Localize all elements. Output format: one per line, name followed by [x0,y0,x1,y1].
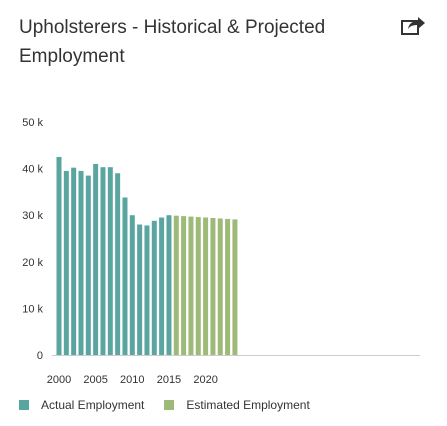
legend: Actual Employment Estimated Employment [19,398,330,412]
actual-bar [151,220,157,355]
bar-chart: 0 10 k 20 k 30 k 40 k 50 k 2000 2005 2010 2015 202… [22,117,420,386]
actual-bar [100,167,106,355]
legend-item-estimated[interactable]: Estimated Employment [164,398,310,412]
actual-bar [85,175,91,355]
chart-title: Upholsterers - Historical & Projected Em… [19,17,326,67]
legend-label-estimated: Estimated Employment [186,398,310,412]
actual-bar [115,173,121,355]
actual-bar [159,217,165,355]
estimated-bar [181,216,187,355]
estimated-bar [217,218,223,355]
estimated-bar [195,217,201,355]
actual-bar [137,224,143,355]
y-tick-label: 30 k [22,210,43,222]
legend-swatch-estimated [164,400,175,410]
actual-bar [93,163,99,355]
actual-bar [122,197,128,355]
legend-item-actual[interactable]: Actual Employment [19,398,144,412]
share-arrow-icon[interactable] [400,14,426,36]
actual-bar [63,170,69,355]
estimated-bar [232,219,238,355]
y-tick-label: 40 k [22,164,43,176]
actual-bar [71,167,77,355]
legend-label-actual: Actual Employment [41,398,145,412]
y-tick-label: 0 [37,350,43,362]
actual-bar [56,156,62,355]
estimated-bar [188,216,194,355]
estimated-bar [203,217,209,355]
y-tick-label: 20 k [22,257,43,269]
x-tick-label: 2020 [193,374,217,386]
actual-bar [144,225,150,355]
y-tick-label: 10 k [22,303,43,315]
x-tick-label: 2005 [83,374,107,386]
estimated-bar [173,215,179,355]
legend-swatch-actual [19,400,29,410]
estimated-bar [225,218,231,355]
x-tick-label: 2010 [120,374,144,386]
estimated-bar [210,218,216,355]
actual-bar [107,167,113,355]
x-tick-label: 2015 [157,374,181,386]
actual-bar [129,215,135,355]
actual-bar [78,170,84,355]
y-tick-label: 50 k [22,117,43,129]
actual-bar [166,215,172,355]
x-tick-label: 2000 [47,374,71,386]
